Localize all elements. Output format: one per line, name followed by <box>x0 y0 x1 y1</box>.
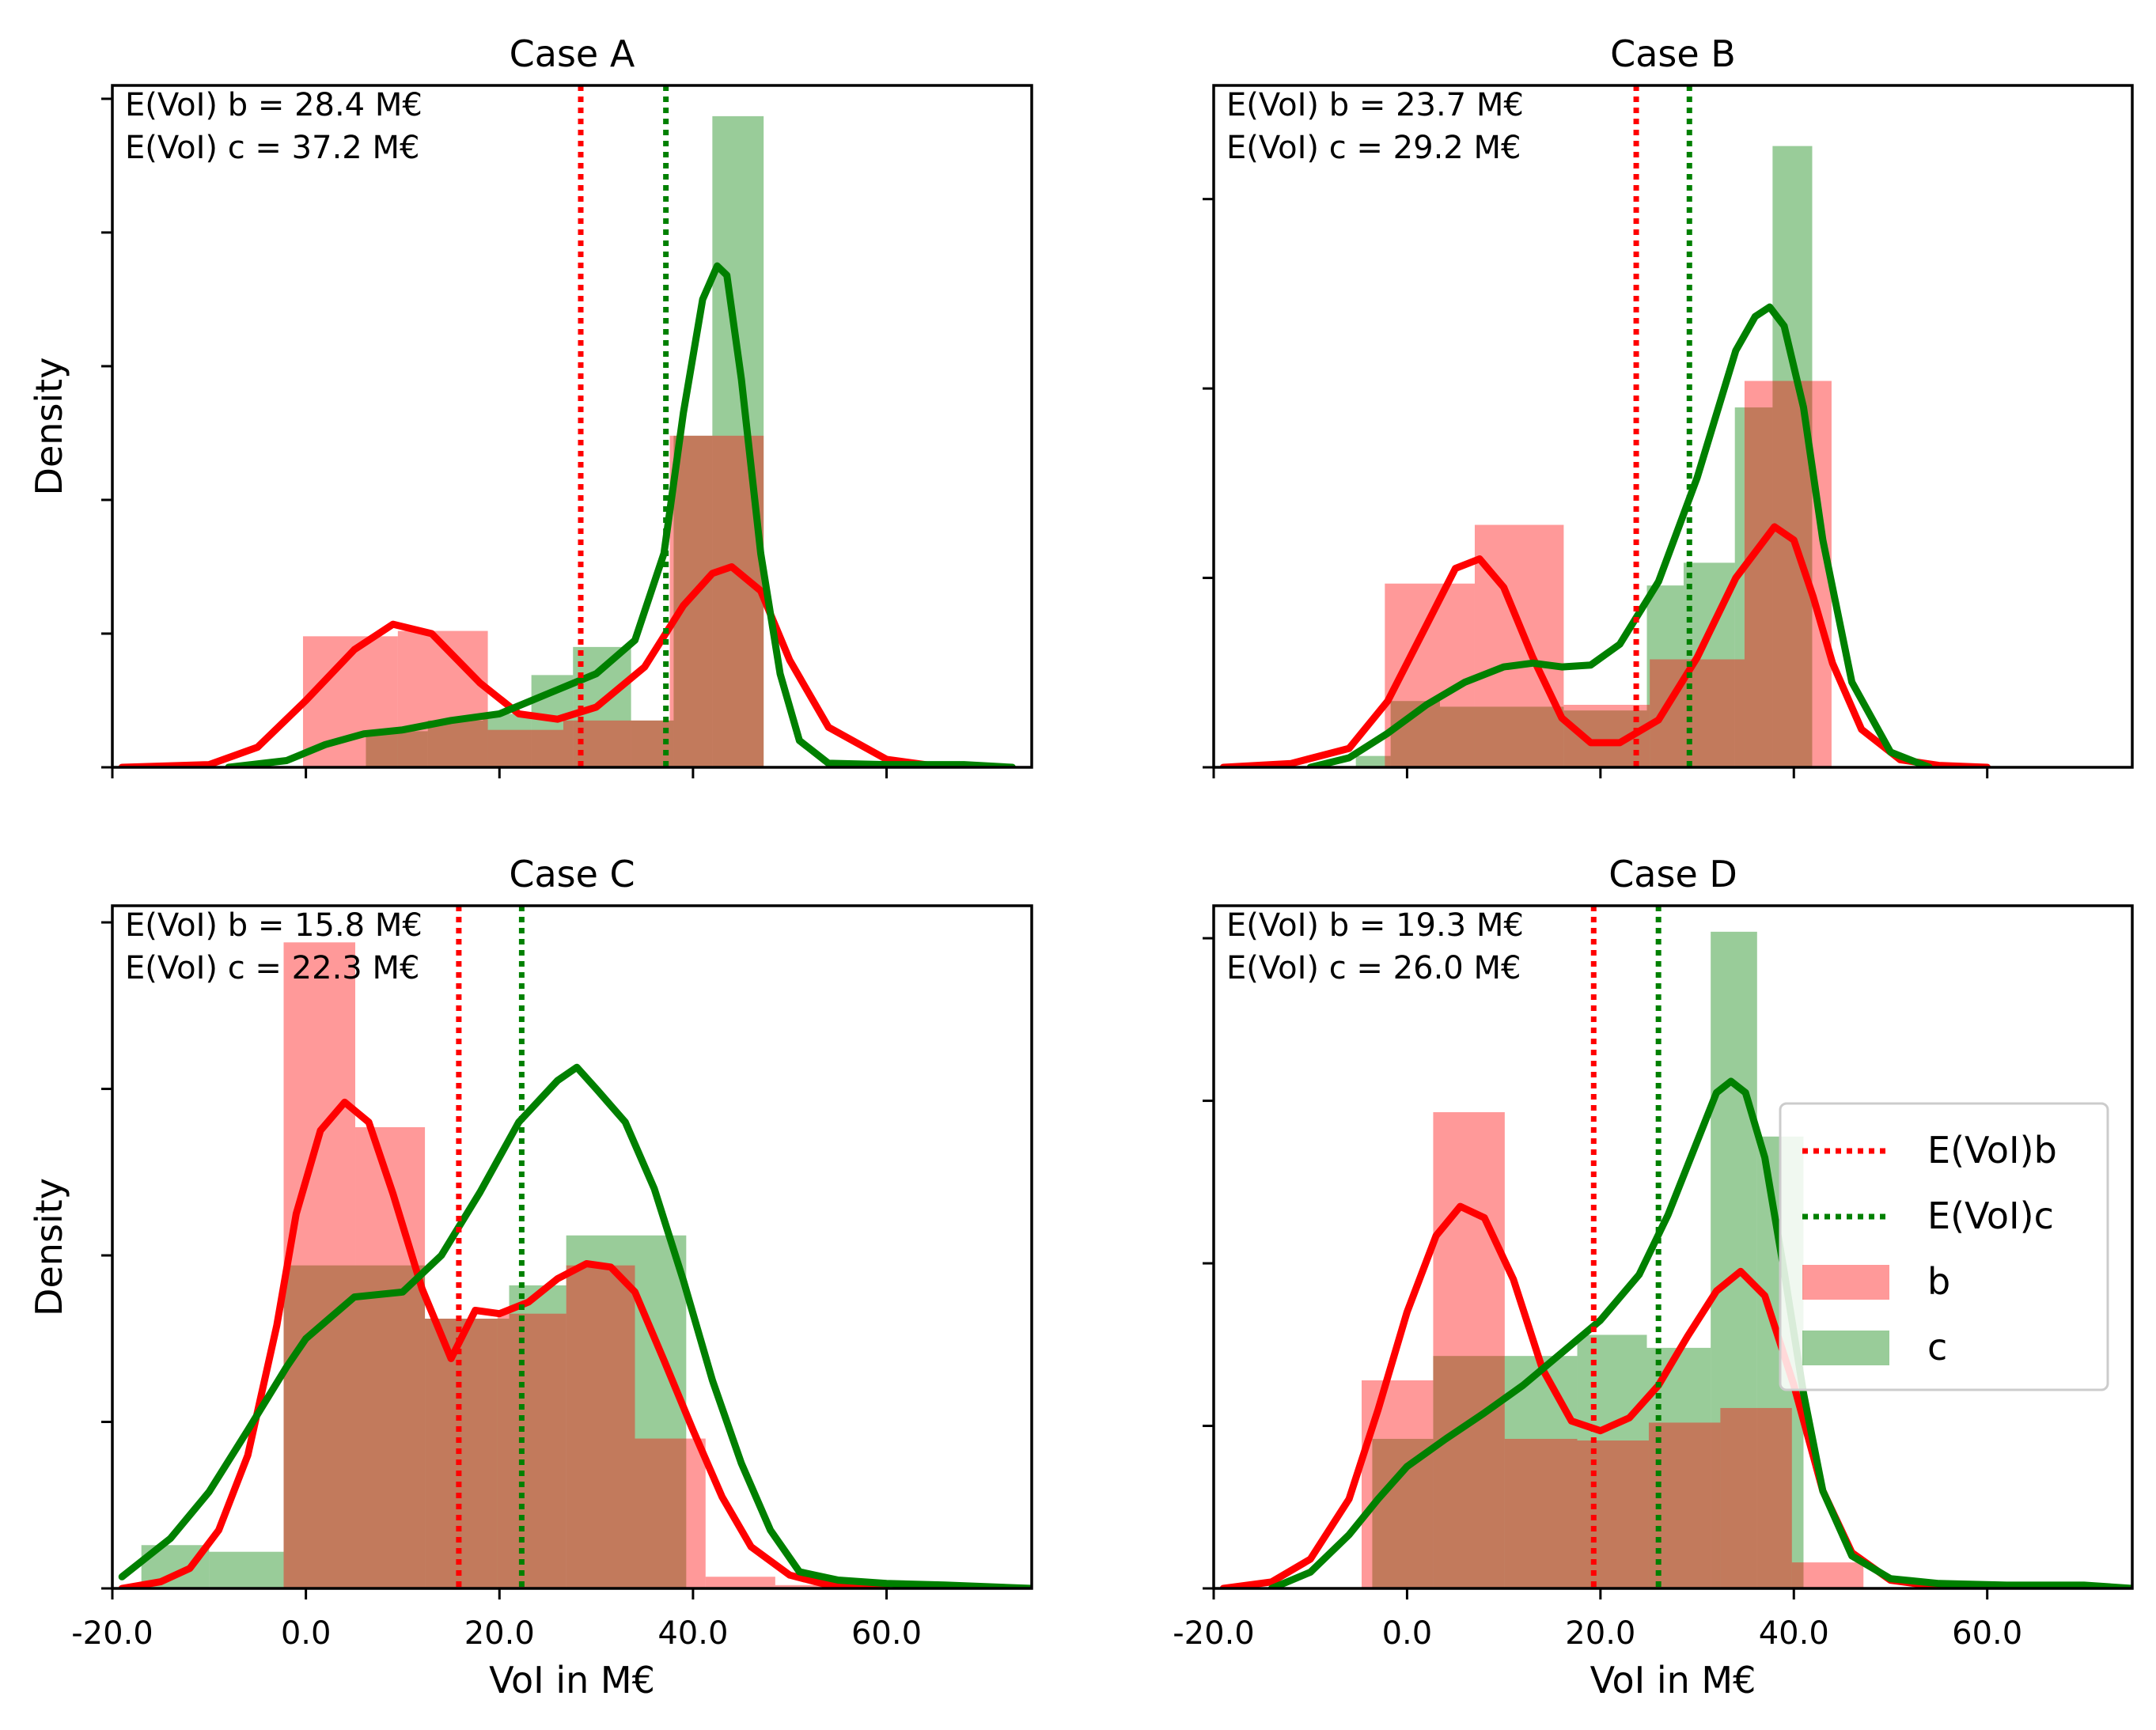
case-a-y-axis-label: Density <box>28 358 70 496</box>
case-c-panel: -20.0 0.0 20.0 40.0 60.0 Case C E(VoI) b = 15.… <box>28 853 1033 1702</box>
legend-label: c <box>1927 1326 1947 1368</box>
case-a-hist-b-bar <box>487 729 563 767</box>
case-d-hist-b-bar <box>1361 1380 1434 1588</box>
case-c-x-tick-label: 20.0 <box>464 1615 535 1652</box>
case-d-x-axis-label: VoI in M€ <box>1590 1659 1756 1702</box>
case-c-x-tick-label: 0.0 <box>281 1615 332 1652</box>
case-c-annotation: E(VoI) c = 22.3 M€ <box>125 950 419 986</box>
case-b-hist-c-bar <box>1355 755 1391 767</box>
case-b-panel: Case B E(VoI) b = 23.7 M€ E(VoI) c = 29.2 … <box>1203 32 2134 778</box>
case-c-y-axis-label: Density <box>28 1178 70 1316</box>
case-a-plot-area <box>118 85 1016 767</box>
legend-label: E(VoI)b <box>1927 1129 2057 1172</box>
case-c-x-tick-label: 40.0 <box>657 1615 728 1652</box>
case-b-annotation: E(VoI) c = 29.2 M€ <box>1226 130 1521 166</box>
case-b-kde-c-line <box>1306 303 1933 767</box>
case-d-annotation: E(VoI) b = 19.3 M€ <box>1226 907 1524 944</box>
case-b-hist-c-bar <box>1439 706 1564 767</box>
case-b-annotation: E(VoI) b = 23.7 M€ <box>1226 87 1524 123</box>
case-d-hist-b-bar <box>1504 1438 1578 1588</box>
legend-swatch-b-patch <box>1802 1265 1889 1300</box>
case-c-hist-c-bar <box>509 1285 566 1588</box>
case-a-annotation: E(VoI) c = 37.2 M€ <box>125 130 419 166</box>
case-c-hist-c-bar <box>425 1319 510 1588</box>
case-d-annotation: E(VoI) c = 26.0 M€ <box>1226 950 1521 986</box>
case-c-kde-c-line <box>118 1063 1032 1588</box>
case-d-hist-c-bar <box>1711 931 1757 1588</box>
case-d-hist-c-bar <box>1577 1334 1647 1588</box>
case-c-title: Case C <box>509 853 635 895</box>
case-d-kde-c-line <box>1267 1077 2132 1588</box>
legend-label: b <box>1927 1260 1950 1303</box>
case-c-hist-b-bar <box>497 1313 566 1588</box>
case-d-hist-c-bar <box>1433 1356 1505 1588</box>
case-d-hist-b-bar <box>1433 1111 1505 1588</box>
case-a-hist-b-bar <box>397 630 488 767</box>
case-c-hist-c-bar <box>209 1551 284 1588</box>
case-d-hist-b-bar <box>1577 1440 1649 1588</box>
case-c-x-axis-label: VoI in M€ <box>489 1659 655 1702</box>
case-b-axes-frame <box>1212 84 2134 769</box>
case-c-axes-frame <box>111 904 1033 1590</box>
case-a-panel: Case A E(VoI) b = 28.4 M€ E(VoI) c = 37.2 … <box>28 32 1033 778</box>
case-d-plot-area <box>1219 906 2132 1588</box>
case-c-x-tick-label: -20.0 <box>71 1615 153 1652</box>
case-c-x-tick-label: 60.0 <box>851 1615 922 1652</box>
case-d-title: Case D <box>1608 853 1737 895</box>
case-b-hist-c-bar <box>1646 585 1684 767</box>
case-b-title: Case B <box>1610 32 1736 75</box>
case-c-hist-c-bar <box>635 1235 687 1588</box>
case-c-hist-b-bar <box>283 942 356 1588</box>
case-c-hist-c-bar <box>566 1235 635 1588</box>
case-d-x-tick-label: -20.0 <box>1173 1615 1255 1652</box>
legend: E(VoI)b E(VoI)c bc <box>1779 1102 2109 1391</box>
case-a-hist-c-bar <box>712 115 764 767</box>
case-d-hist-c-bar <box>1372 1438 1434 1588</box>
case-d-x-tick-label: 0.0 <box>1382 1615 1433 1652</box>
legend-label: E(VoI)c <box>1927 1194 2054 1237</box>
case-b-hist-c-bar <box>1772 146 1813 767</box>
legend-box <box>1779 1102 2109 1391</box>
case-a-hist-c-bar <box>483 714 532 767</box>
case-c-plot-area <box>118 906 1032 1588</box>
case-a-hist-c-bar <box>427 720 483 767</box>
case-b-plot-area <box>1219 85 1991 767</box>
case-c-hist-b-bar <box>355 1126 426 1588</box>
case-c-hist-c-bar <box>283 1265 426 1588</box>
case-d-x-tick-label: 40.0 <box>1759 1615 1829 1652</box>
case-c-hist-b-bar <box>566 1265 635 1588</box>
case-d-x-tick-label: 20.0 <box>1565 1615 1635 1652</box>
case-d-axes-frame <box>1212 904 2134 1590</box>
case-c-hist-b-bar <box>705 1577 775 1588</box>
case-a-hist-c-bar <box>673 435 713 767</box>
legend-swatch-c-patch <box>1802 1331 1889 1365</box>
case-a-annotation: E(VoI) b = 28.4 M€ <box>125 87 422 123</box>
case-b-hist-b-bar <box>1744 380 1832 767</box>
case-d-hist-b-bar <box>1720 1407 1792 1588</box>
case-b-hist-c-bar <box>1734 407 1773 767</box>
case-a-title: Case A <box>510 32 635 75</box>
case-d-x-tick-label: 60.0 <box>1952 1615 2022 1652</box>
case-c-hist-b-bar <box>635 1438 706 1588</box>
case-c-annotation: E(VoI) b = 15.8 M€ <box>125 907 422 944</box>
case-a-kde-b-line <box>118 563 949 767</box>
case-d-panel: -20.0 0.0 20.0 40.0 60.0 Case D E(VoI) b = 19.… <box>1173 853 2134 1702</box>
case-a-axes-frame <box>111 84 1033 769</box>
case-b-kde-b-line <box>1219 523 1991 767</box>
case-d-hist-b-bar <box>1791 1562 1864 1588</box>
case-b-hist-b-bar <box>1474 524 1564 767</box>
case-d-hist-c-bar <box>1504 1356 1578 1588</box>
case-c-hist-b-bar <box>775 1584 848 1588</box>
case-a-hist-c-bar <box>366 731 428 767</box>
case-a-kde-c-line <box>225 262 1016 767</box>
